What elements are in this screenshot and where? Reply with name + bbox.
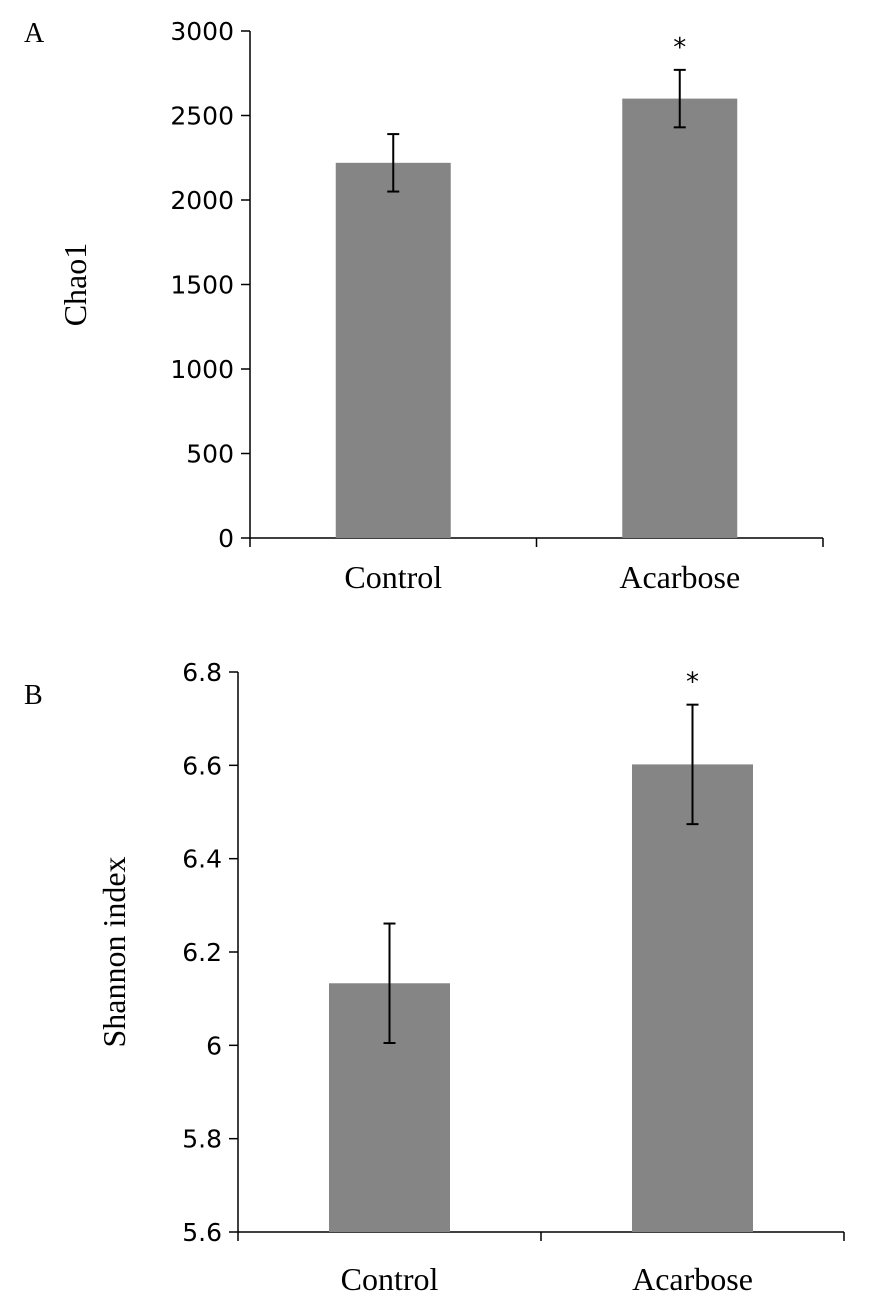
x-tick-label: Control — [341, 1261, 439, 1297]
significance-mark: * — [686, 668, 699, 698]
y-tick-label: 6.8 — [182, 658, 222, 687]
error-bar-acarbose — [686, 703, 699, 826]
y-tick-label: 1000 — [170, 355, 234, 384]
y-axis-title: Chao1 — [57, 243, 93, 327]
y-tick-label: 6.6 — [182, 751, 222, 780]
y-tick-label: 3000 — [170, 17, 234, 46]
bar-control — [335, 162, 451, 538]
y-axis-title: Shannon index — [96, 856, 132, 1047]
error-bar-acarbose — [673, 68, 686, 129]
y-tick-label: 6 — [206, 1031, 222, 1060]
panel-a: A 0 500 1000 1500 2000 2500 3000 Control * Acarbos… — [24, 17, 824, 595]
panel-b: B 5.6 5.8 6 6.2 6.4 6.6 6.8 Control * Acarbose Shan… — [24, 658, 845, 1297]
y-tick-label: 6.4 — [182, 845, 222, 874]
bar-acarbose — [632, 764, 753, 1232]
y-tick-label: 0 — [218, 524, 234, 553]
y-tick-label: 6.2 — [182, 938, 222, 967]
y-tick-label: 5.8 — [182, 1125, 222, 1154]
significance-mark: * — [673, 33, 686, 63]
x-tick-label: Acarbose — [632, 1261, 753, 1297]
error-bar-control — [387, 133, 400, 193]
y-tick-label: 2500 — [170, 102, 234, 131]
error-bar-control — [383, 922, 396, 1044]
panel-label: B — [24, 680, 43, 711]
y-tick-label: 1500 — [170, 271, 234, 300]
x-tick-label: Control — [344, 559, 442, 595]
bar-acarbose — [622, 98, 738, 538]
y-tick-label: 2000 — [170, 186, 234, 215]
panel-label: A — [24, 18, 45, 49]
y-tick-label: 500 — [186, 440, 234, 469]
y-tick-label: 5.6 — [182, 1218, 222, 1247]
x-tick-label: Acarbose — [619, 559, 740, 595]
